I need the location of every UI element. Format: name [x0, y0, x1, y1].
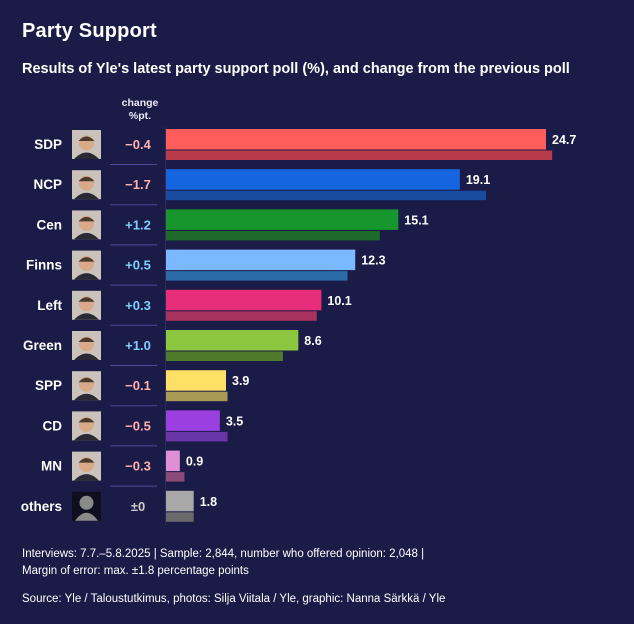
- footer-interviews: Interviews: 7.7.–5.8.2025 | Sample: 2,84…: [22, 548, 425, 560]
- bar-previous-mn: [166, 472, 185, 482]
- portrait-icon-sdp: [72, 130, 101, 159]
- category-label-ncp: NCP: [33, 177, 62, 192]
- change-label-ncp: −1.7: [125, 177, 151, 192]
- bar-current-spp: [166, 370, 226, 391]
- bar-current-left: [166, 289, 322, 311]
- bar-previous-cen: [166, 230, 380, 241]
- bar-chart: SDP −0.4 24.7 NCP −1.7 19.1 Cen +1.2 15.1 Finns +0…: [21, 127, 576, 525]
- bar-current-sdp: [166, 129, 546, 150]
- change-header-line2: %pt.: [128, 110, 152, 122]
- bar-current-cen: [166, 209, 399, 230]
- change-label-others: ±0: [131, 499, 145, 514]
- value-label-left: 10.1: [327, 294, 351, 308]
- category-label-cen: Cen: [36, 217, 62, 232]
- change-header-line1: change: [121, 97, 159, 109]
- category-label-left: Left: [37, 298, 62, 313]
- change-label-finns: +0.5: [125, 258, 151, 273]
- bar-previous-sdp: [166, 150, 553, 160]
- bar-current-mn: [166, 450, 180, 472]
- portrait-icon-cd: [72, 411, 101, 441]
- portrait-icon-cen: [72, 210, 101, 240]
- change-column-header: change %pt.: [112, 97, 168, 123]
- bar-current-green: [166, 330, 299, 351]
- category-label-cd: CD: [43, 418, 63, 433]
- bar-previous-green: [166, 351, 283, 361]
- portrait-icon-green: [72, 331, 101, 360]
- value-label-finns: 12.3: [361, 254, 385, 268]
- value-label-mn: 0.9: [186, 455, 203, 469]
- change-label-green: +1.0: [125, 338, 151, 353]
- change-label-mn: −0.3: [125, 459, 151, 474]
- value-label-spp: 3.9: [232, 374, 249, 388]
- bar-previous-left: [166, 311, 317, 321]
- portrait-icon-left: [72, 290, 101, 320]
- bar-previous-cd: [166, 431, 228, 442]
- bar-previous-spp: [166, 391, 228, 402]
- value-label-cd: 3.5: [226, 414, 243, 428]
- bar-previous-others: [166, 512, 194, 522]
- value-label-sdp: 24.7: [552, 133, 576, 147]
- change-label-spp: −0.1: [125, 378, 151, 393]
- value-label-cen: 15.1: [404, 213, 428, 227]
- value-label-green: 8.6: [304, 334, 321, 348]
- value-label-ncp: 19.1: [466, 173, 490, 187]
- category-label-mn: MN: [41, 459, 62, 474]
- value-label-others: 1.8: [200, 495, 217, 509]
- change-label-cd: −0.5: [125, 418, 151, 433]
- bar-current-others: [166, 490, 194, 512]
- bar-current-ncp: [166, 169, 460, 190]
- chart-title: Party Support: [22, 20, 157, 42]
- category-label-sdp: SDP: [34, 137, 62, 152]
- bar-current-finns: [166, 249, 356, 271]
- category-label-spp: SPP: [35, 378, 62, 393]
- bar-previous-ncp: [166, 190, 486, 201]
- portrait-icon-mn: [72, 451, 101, 481]
- chart-subtitle: Results of Yle's latest party support po…: [22, 61, 570, 77]
- footer-margin-of-error: Margin of error: max. ±1.8 percentage po…: [22, 565, 249, 577]
- category-label-green: Green: [23, 338, 62, 353]
- change-label-sdp: −0.4: [125, 137, 151, 152]
- change-label-left: +0.3: [125, 298, 151, 313]
- change-label-cen: +1.2: [125, 217, 151, 232]
- bar-current-cd: [166, 410, 220, 431]
- footer-source: Source: Yle / Taloustutkimus, photos: Si…: [22, 593, 446, 605]
- bar-previous-finns: [166, 271, 348, 281]
- portrait-icon-spp: [72, 371, 101, 401]
- portrait-icon-finns: [72, 250, 101, 280]
- category-label-finns: Finns: [26, 258, 62, 273]
- portrait-icon-ncp: [72, 170, 101, 200]
- person-silhouette-icon-others: [72, 491, 101, 521]
- category-label-others: others: [21, 499, 62, 514]
